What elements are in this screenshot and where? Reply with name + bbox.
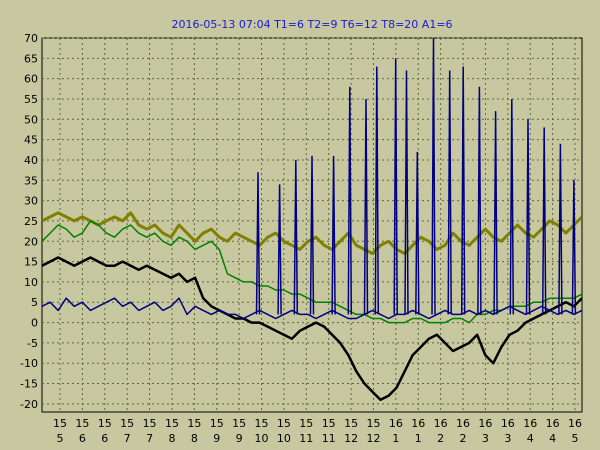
x-tick-label-top: 15	[232, 417, 246, 430]
y-tick-label: 15	[24, 256, 38, 269]
x-tick-label-top: 16	[523, 417, 537, 430]
x-tick-label-bottom: 4	[549, 432, 556, 445]
series-spike	[293, 159, 299, 315]
series-spike	[363, 98, 369, 315]
x-tick-label-bottom: 10	[255, 432, 269, 445]
y-tick-label: 70	[24, 32, 38, 45]
x-tick-label-bottom: 5	[57, 432, 64, 445]
series-spike	[431, 38, 436, 315]
x-tick-label-bottom: 4	[527, 432, 534, 445]
series-line-3	[42, 297, 582, 320]
series-spike	[493, 111, 498, 315]
x-tick-label-bottom: 9	[213, 432, 220, 445]
x-tick-label-top: 16	[389, 417, 403, 430]
x-tick-label-bottom: 3	[504, 432, 511, 445]
series-line-2	[42, 256, 582, 402]
series-spike	[255, 172, 261, 315]
x-tick-label-bottom: 12	[344, 432, 358, 445]
x-tick-label-top: 15	[53, 417, 67, 430]
x-tick-label-top: 15	[322, 417, 336, 430]
x-tick-label-top: 15	[210, 417, 224, 430]
series-spike	[447, 70, 452, 315]
x-tick-label-top: 15	[75, 417, 89, 430]
x-tick-label-top: 16	[478, 417, 492, 430]
y-tick-label: 0	[31, 317, 38, 330]
series-spike	[558, 143, 563, 315]
x-tick-label-bottom: 2	[460, 432, 467, 445]
y-tick-label: 10	[24, 276, 38, 289]
chart-title: 2016-05-13 07:04 T1=6 T2=9 T6=12 T8=20 A…	[171, 18, 452, 31]
y-tick-label: -5	[27, 337, 38, 350]
x-tick-label-top: 16	[501, 417, 515, 430]
y-tick-label: 55	[24, 93, 38, 106]
series-spike	[460, 66, 466, 315]
x-axis: 1551561561571571581581591591510151015111…	[53, 417, 582, 445]
x-tick-label-bottom: 6	[79, 432, 86, 445]
series-spike	[347, 86, 353, 315]
x-tick-label-top: 15	[277, 417, 291, 430]
x-tick-label-bottom: 9	[236, 432, 243, 445]
series-spike	[571, 180, 577, 315]
x-tick-label-top: 15	[366, 417, 380, 430]
x-tick-label-bottom: 3	[482, 432, 489, 445]
y-tick-label: 35	[24, 174, 38, 187]
x-tick-label-bottom: 1	[415, 432, 422, 445]
y-tick-label: -20	[20, 398, 38, 411]
series-spike	[277, 184, 282, 315]
x-tick-label-top: 16	[434, 417, 448, 430]
series-spike	[415, 151, 420, 315]
series-spike	[525, 119, 531, 315]
series-layer	[42, 38, 582, 402]
x-tick-label-top: 16	[568, 417, 582, 430]
x-tick-label-top: 15	[143, 417, 157, 430]
x-tick-label-bottom: 10	[277, 432, 291, 445]
y-tick-label: 40	[24, 154, 38, 167]
x-tick-label-bottom: 8	[191, 432, 198, 445]
y-tick-label: 20	[24, 235, 38, 248]
y-tick-label: 50	[24, 113, 38, 126]
x-tick-label-top: 15	[299, 417, 313, 430]
x-tick-label-bottom: 5	[572, 432, 579, 445]
x-tick-label-bottom: 2	[437, 432, 444, 445]
x-tick-label-bottom: 1	[392, 432, 399, 445]
series-spike	[541, 127, 547, 315]
x-tick-label-bottom: 11	[299, 432, 313, 445]
x-tick-label-top: 16	[456, 417, 470, 430]
y-tick-label: 65	[24, 52, 38, 65]
x-tick-label-top: 15	[255, 417, 269, 430]
x-tick-label-top: 16	[546, 417, 560, 430]
x-tick-label-bottom: 6	[101, 432, 108, 445]
y-tick-label: 5	[31, 296, 38, 309]
y-tick-label: 25	[24, 215, 38, 228]
x-tick-label-top: 15	[187, 417, 201, 430]
series-line-1	[42, 220, 582, 324]
y-tick-label: -15	[20, 378, 38, 391]
x-tick-label-top: 15	[344, 417, 358, 430]
x-tick-label-bottom: 7	[124, 432, 131, 445]
x-tick-label-top: 16	[411, 417, 425, 430]
x-tick-label-top: 15	[98, 417, 112, 430]
x-tick-label-bottom: 12	[366, 432, 380, 445]
y-tick-label: 60	[24, 73, 38, 86]
x-tick-label-top: 15	[165, 417, 179, 430]
x-tick-label-bottom: 8	[168, 432, 175, 445]
y-tick-label: 45	[24, 134, 38, 147]
x-tick-label-bottom: 11	[322, 432, 336, 445]
series-line-0	[42, 211, 582, 255]
y-tick-label: -10	[20, 357, 38, 370]
series-spike	[374, 66, 380, 315]
y-tick-label: 30	[24, 195, 38, 208]
series-spike	[393, 58, 398, 315]
series-spike	[509, 98, 515, 315]
series-spike	[331, 155, 336, 315]
series-spike	[404, 70, 409, 315]
x-tick-label-top: 15	[120, 417, 134, 430]
x-tick-label-bottom: 7	[146, 432, 153, 445]
series-spike	[477, 86, 482, 315]
series-spike	[309, 155, 315, 315]
